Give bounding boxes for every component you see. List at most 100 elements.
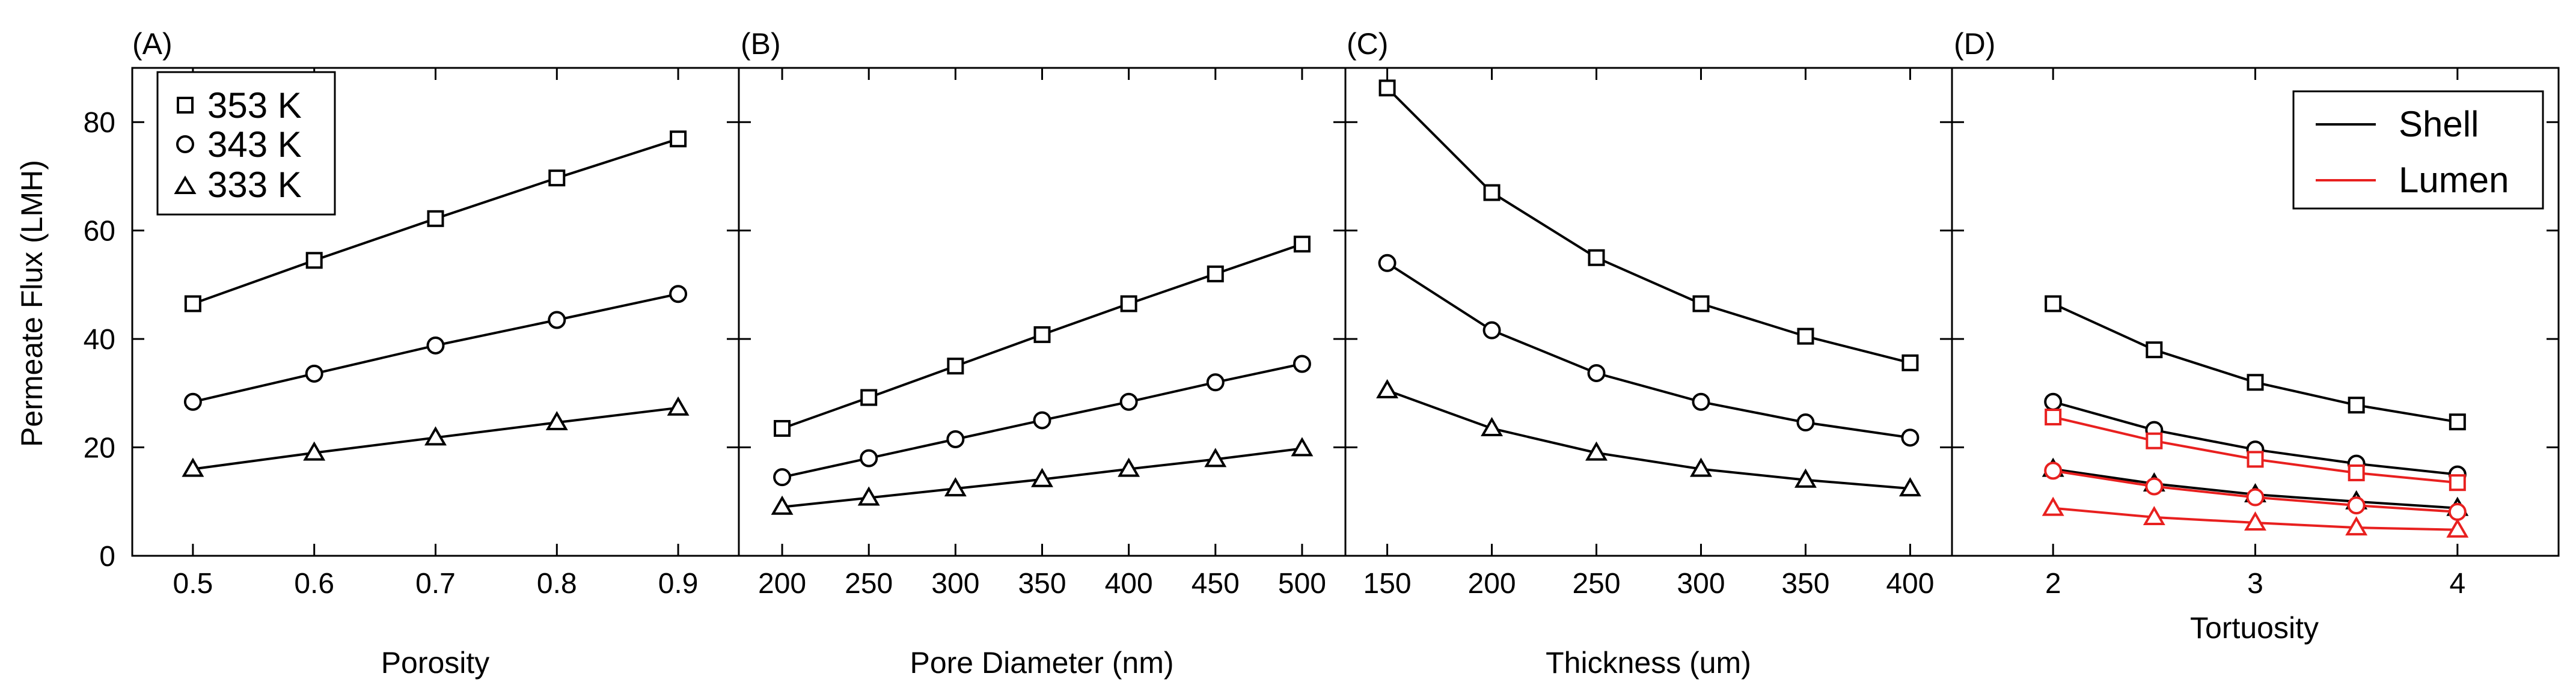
data-point-square [184,295,201,312]
data-point-square [2449,474,2466,492]
data-point-square [427,210,444,227]
panel-b-x-tick-label: 250 [845,568,893,600]
panel-a-x-tick-label: 0.5 [173,568,213,600]
panel-b-x-tick-label: 450 [1192,568,1240,600]
data-point-square [1692,295,1710,312]
panel-c-series [1378,254,1920,447]
panel-a-x-tick-label: 0.9 [658,568,699,600]
panel-a-series [184,130,687,312]
data-point-square [1797,327,1814,345]
panel-b-x-tick-label: 500 [1278,568,1326,600]
panel-d-series [2042,496,2469,538]
data-point-triangle [1690,457,1712,477]
data-point-square [1901,354,1919,371]
data-point-triangle [1291,437,1314,457]
data-point-circle [2347,496,2366,515]
panel-d-x-tick-label: 2 [2045,568,2061,600]
data-point-triangle [667,396,690,416]
data-point-square [2348,464,2365,481]
panel-a-x-tick-label: 0.7 [415,568,456,600]
legend-353k-label: 353 K [207,85,302,126]
data-point-triangle [857,486,880,506]
y-tick-label: 60 [84,216,115,248]
data-point-circle [1796,413,1815,432]
data-point-circle [1033,411,1051,430]
panel-b-x-axis-title: Pore Diameter (nm) [910,646,1174,680]
data-point-circle [2145,477,2164,496]
data-point-square [2247,374,2264,391]
legend-square-marker [177,97,194,114]
data-point-square [1483,184,1501,201]
data-point-triangle [545,411,568,431]
panel-b-x-tick-label: 400 [1105,568,1153,600]
data-point-square [1293,236,1311,253]
data-point-triangle [1794,468,1817,488]
legend-shell-label: Shell [2399,104,2479,144]
y-axis-title: Permeate Flux (LMH) [15,160,49,447]
panel-c-x-tick-label: 350 [1781,568,1829,600]
data-point-square [1120,295,1137,312]
data-point-circle [2448,502,2467,521]
data-point-triangle [1204,448,1227,467]
panel-a-x-axis-title: Porosity [381,646,490,680]
data-point-triangle [1481,416,1504,436]
data-point-square [548,169,566,187]
data-point-circle [1587,364,1606,382]
panel-b-x-tick-label: 300 [931,568,979,600]
data-point-square [860,389,878,406]
data-point-triangle [2244,511,2266,531]
data-point-circle [669,285,688,303]
panel-c-x-tick-label: 200 [1468,568,1516,600]
data-point-circle [860,449,878,467]
y-tick-label: 80 [84,107,115,139]
data-point-square [1378,79,1396,97]
data-point-square [1033,326,1051,343]
legend-circle-marker [176,135,194,153]
panel-c-series [1376,379,1921,497]
data-point-square [2045,409,2062,426]
series-line [1386,87,1911,364]
series-line [1386,262,1911,439]
panel-c-x-tick-label: 250 [1572,568,1620,600]
data-point-circle [305,364,323,383]
data-point-circle [1378,254,1397,272]
legend-333k-label: 333 K [207,165,302,205]
panel-d-x-axis-title: Tortuosity [2190,611,2319,645]
data-point-circle [2044,461,2063,480]
data-point-circle [548,311,566,329]
legend-side-frame [2292,90,2544,210]
panel-a-label: (A) [132,27,173,61]
data-point-square [1588,249,1605,266]
panel-b-x-tick-label: 200 [758,568,806,600]
data-point-circle [426,336,445,355]
panel-c-series [1378,79,1919,371]
data-point-triangle [771,495,794,515]
panel-c-x-tick-label: 400 [1886,568,1934,600]
data-point-triangle [303,441,326,461]
series-layer [182,79,2469,538]
data-point-circle [1482,321,1501,339]
panel-a-x-tick-label: 0.8 [537,568,577,600]
data-point-square [774,419,791,437]
data-point-triangle [424,426,447,446]
panel-a-series [183,285,688,411]
legend-lumen-label: Lumen [2399,160,2509,200]
data-point-circle [183,392,202,411]
panel-b-x-tick-label: 350 [1018,568,1066,600]
data-point-circle [1692,392,1710,411]
data-point-triangle [2446,518,2469,538]
data-point-circle [773,468,792,487]
legend-side: Shell Lumen [2292,90,2544,210]
series-line [1386,389,1911,490]
data-point-square [1207,265,1224,282]
panel-b-series [771,437,1314,515]
data-point-triangle [944,477,967,497]
data-point-triangle [182,457,204,477]
data-point-square [947,358,964,375]
panel-b-label: (B) [741,27,781,61]
panel-d-x-tick-label: 3 [2247,568,2263,600]
data-point-triangle [2345,516,2368,536]
panel-a-series [182,396,690,477]
panel-d-x-tick-label: 4 [2449,568,2465,600]
